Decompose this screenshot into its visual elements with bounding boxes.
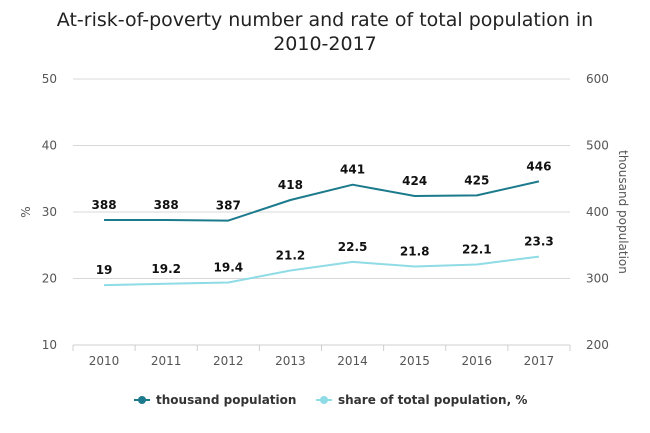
chart-title-line-1: At-risk-of-poverty number and rate of to… — [57, 9, 593, 31]
chart-title-line-2: 2010-2017 — [273, 33, 377, 55]
data-label: 19 — [96, 263, 113, 277]
legend-item-2[interactable]: share of total population, % — [316, 393, 527, 407]
left-tick-label: 20 — [42, 272, 57, 286]
data-label: 22.1 — [462, 243, 492, 257]
data-label: 387 — [216, 199, 241, 213]
data-label: 19.4 — [214, 261, 244, 275]
legend-marker — [138, 396, 146, 404]
data-label: 424 — [402, 174, 427, 188]
x-tick-label: 2014 — [337, 354, 368, 368]
x-tick-label: 2013 — [275, 354, 306, 368]
data-label: 21.8 — [400, 245, 430, 259]
x-tick-label: 2015 — [399, 354, 430, 368]
data-label: 22.5 — [338, 240, 368, 254]
data-label: 441 — [340, 163, 365, 177]
data-label: 388 — [154, 198, 179, 212]
data-label: 418 — [278, 178, 303, 192]
series-line-2 — [104, 255, 540, 287]
legend[interactable]: thousand population share of total popula… — [134, 393, 527, 407]
right-tick-label: 400 — [586, 205, 609, 219]
legend-label: share of total population, % — [338, 393, 527, 407]
x-tick-label: 2010 — [89, 354, 120, 368]
data-label: 446 — [526, 159, 551, 173]
legend-label: thousand population — [156, 393, 296, 407]
data-label: 23.3 — [524, 235, 554, 249]
right-axis: 200 300 400 500 600 — [586, 72, 609, 352]
legend-item-1[interactable]: thousand population — [134, 393, 296, 407]
data-label: 19.2 — [151, 262, 181, 276]
left-axis: 10 20 30 40 50 — [42, 72, 57, 352]
left-tick-label: 50 — [42, 72, 57, 86]
grid-lines — [73, 78, 570, 279]
x-tick-label: 2011 — [151, 354, 182, 368]
data-label: 21.2 — [276, 249, 306, 263]
right-axis-title: thousand population — [616, 150, 630, 274]
data-label: 388 — [92, 198, 117, 212]
right-tick-label: 500 — [586, 139, 609, 153]
data-label: 425 — [464, 173, 489, 187]
series-line-1 — [104, 180, 540, 222]
x-tick-label: 2012 — [213, 354, 244, 368]
series-layer: 388 388 387 418 441 424 425 446 19 19.2 19.4 21.2 22… — [92, 159, 554, 287]
right-tick-label: 300 — [586, 272, 609, 286]
x-axis: 2010 2011 2012 2013 2014 2015 2016 2017 — [72, 344, 571, 368]
x-tick-label: 2017 — [524, 354, 555, 368]
left-tick-label: 10 — [42, 338, 57, 352]
right-tick-label: 600 — [586, 72, 609, 86]
left-tick-label: 40 — [42, 139, 57, 153]
left-axis-title: % — [19, 206, 33, 217]
legend-marker — [320, 396, 328, 404]
right-tick-label: 200 — [586, 338, 609, 352]
left-tick-label: 30 — [42, 205, 57, 219]
x-tick-label: 2016 — [462, 354, 493, 368]
